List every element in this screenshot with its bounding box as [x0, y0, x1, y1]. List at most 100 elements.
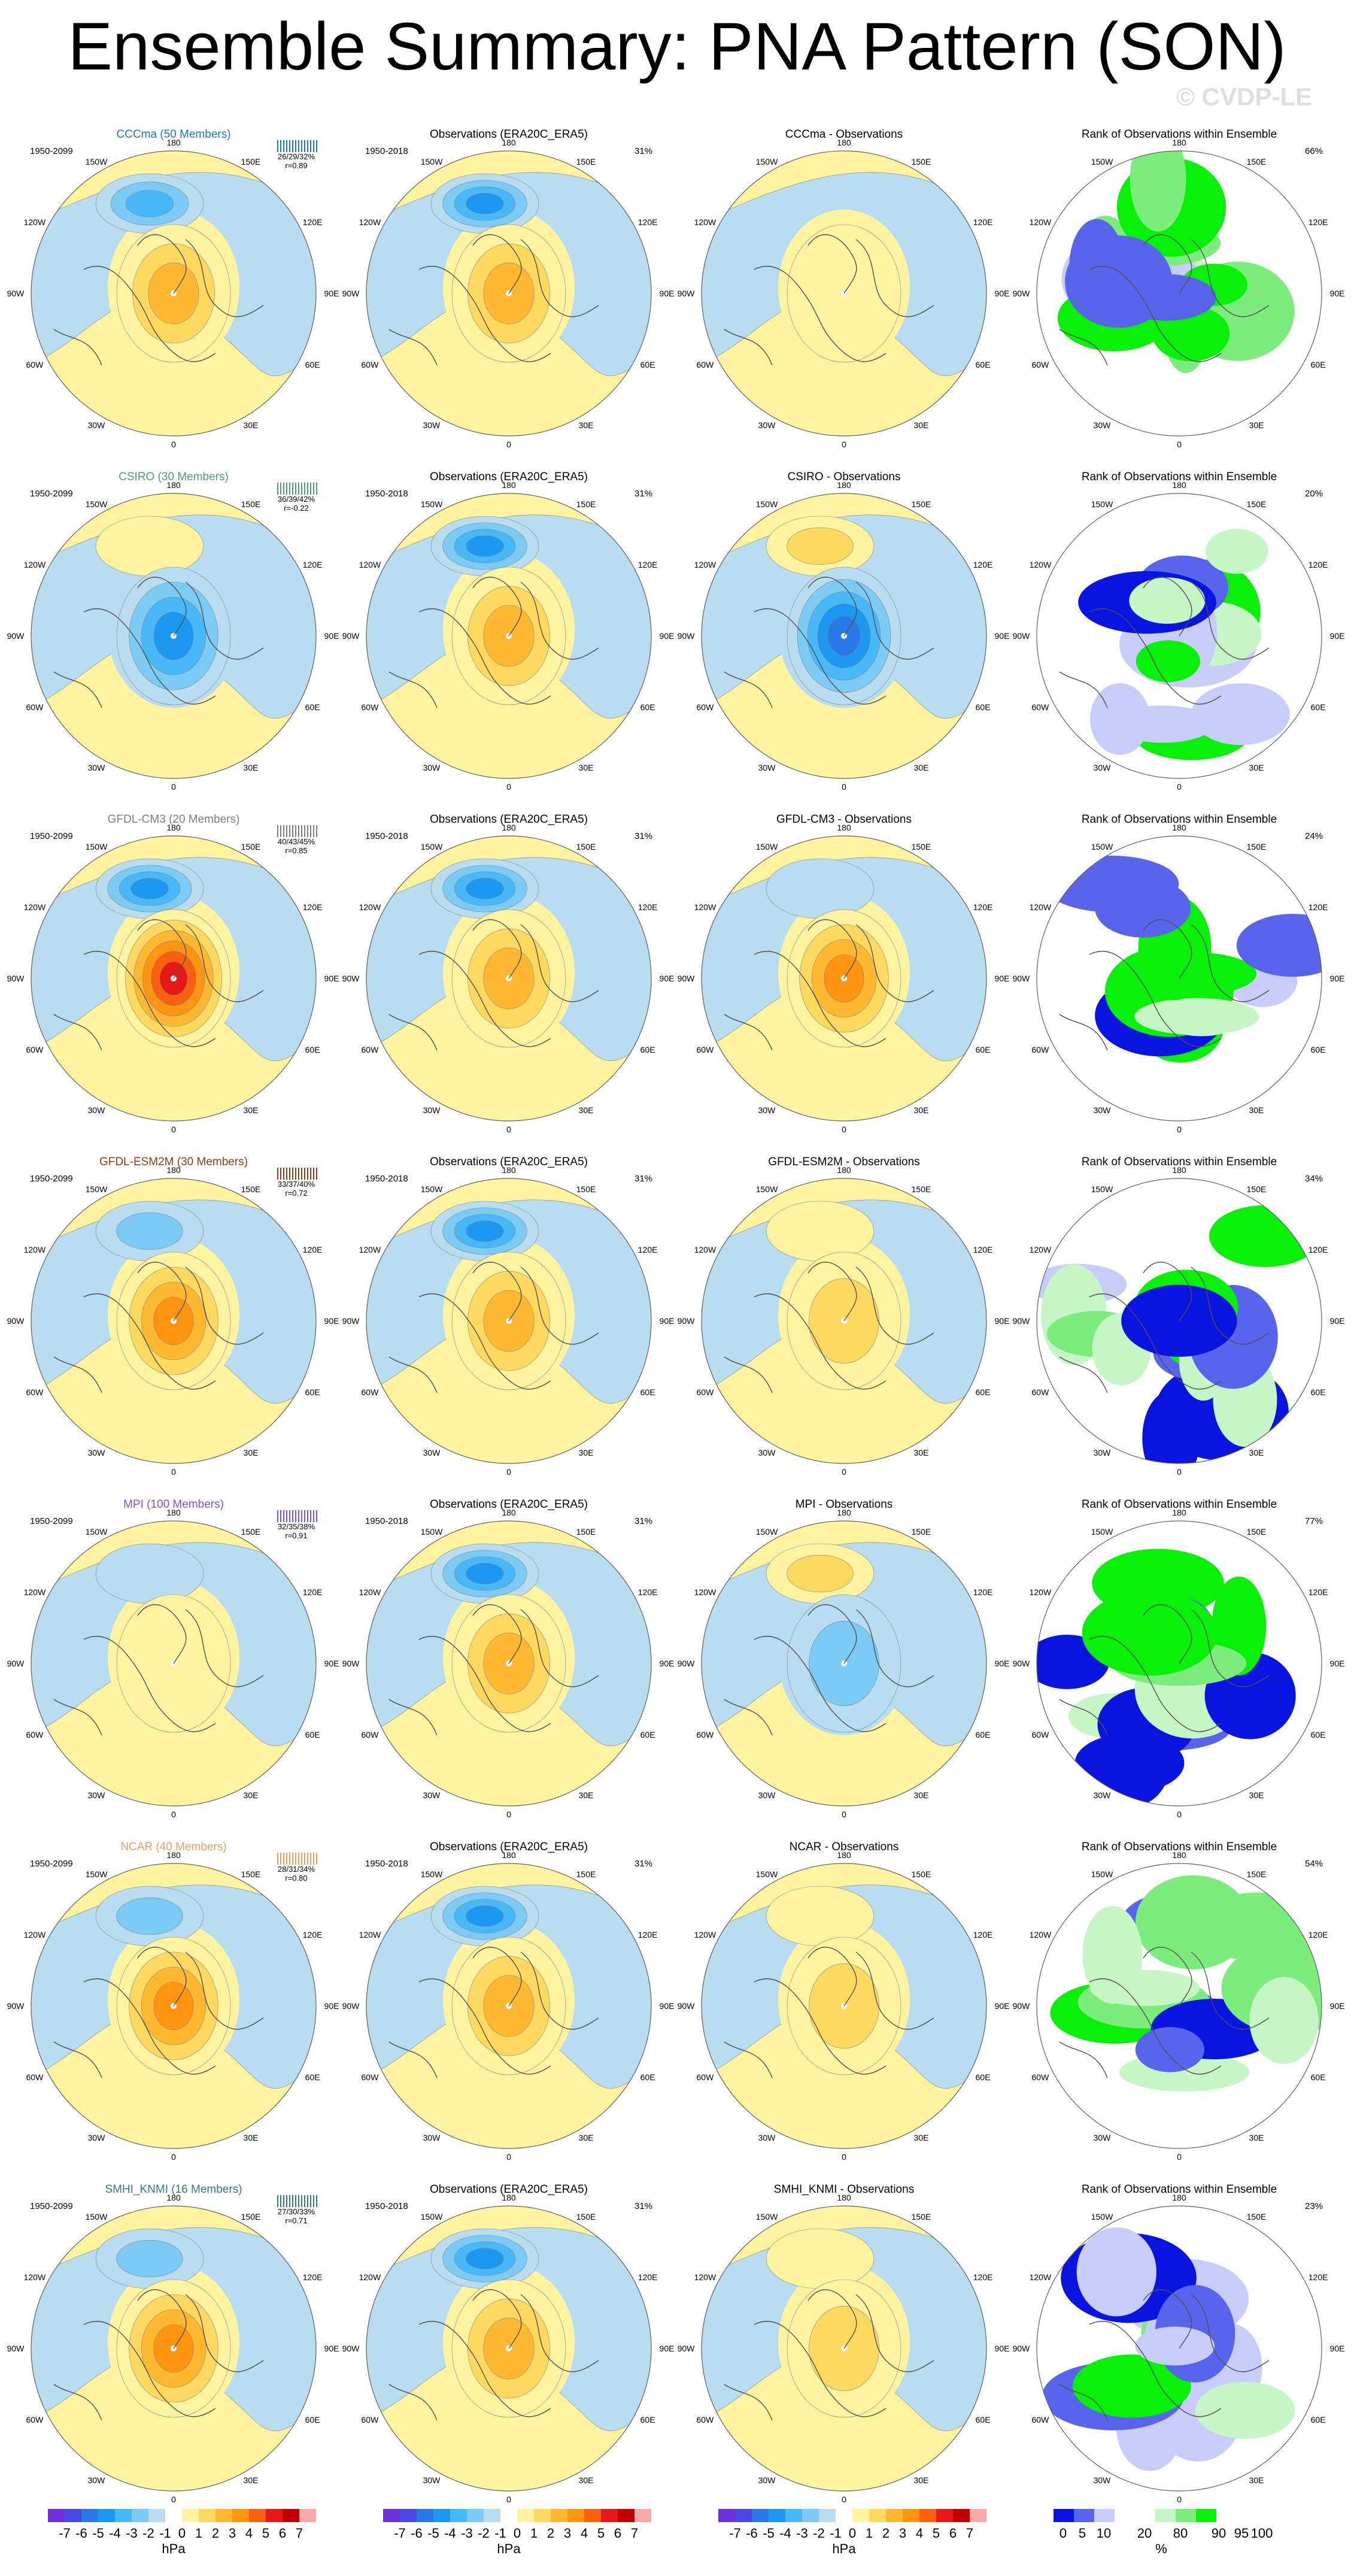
map-border	[1036, 2205, 1322, 2492]
longitude-label: 0	[506, 2495, 511, 2504]
longitude-label: 90E	[324, 974, 339, 983]
coastline	[807, 1604, 857, 1664]
colorbar-tick-label: 5	[597, 2526, 605, 2541]
longitude-label: 30E	[1249, 1105, 1264, 1116]
colorbar-tick-label: 5	[262, 2526, 270, 2541]
longitude-label: 150W	[85, 841, 108, 851]
longitude-label: 150E	[911, 2211, 931, 2222]
member-tick	[301, 1853, 302, 1865]
longitude-label: 60W	[696, 2072, 714, 2082]
rank-patch	[1209, 1205, 1321, 1268]
colorbar-tick-label: -7	[729, 2526, 741, 2541]
coastline	[83, 608, 216, 705]
hpa-colorbar-difference: -7 -6 -5 -4 -3 -2 -1 0 1 2 3 4 5 6 7 hPa	[706, 2509, 1042, 2563]
coastline	[1191, 924, 1270, 1002]
map-border	[31, 150, 317, 437]
longitude-label: 120W	[23, 217, 46, 227]
member-tick	[283, 2195, 284, 2207]
colorbar-tick-label: 0	[1059, 2526, 1067, 2541]
map-border	[1036, 1863, 1322, 2149]
coastline	[1089, 265, 1222, 362]
longitude-label: 60E	[305, 2072, 320, 2082]
longitude-label: 90W	[1012, 974, 1030, 983]
colorbar-tick-label: 7	[630, 2526, 639, 2541]
aleutian-lobe	[466, 1563, 504, 1584]
longitude-label: 30W	[423, 1448, 441, 1458]
coastline	[418, 2320, 551, 2417]
longitude-label: 30E	[243, 2475, 259, 2486]
colorbar-swatch	[936, 2509, 953, 2522]
member-tick	[304, 1853, 305, 1865]
coastlines	[53, 1604, 264, 1736]
colorbar-swatch	[1115, 2509, 1135, 2522]
member-tick	[283, 1168, 284, 1180]
polar-map	[701, 2205, 987, 2492]
colorbar-tick-label: -2	[478, 2526, 490, 2541]
longitude-label: 120W	[694, 1930, 717, 1939]
colorbar-tick-label: -5	[427, 2526, 439, 2541]
longitude-label: 150W	[85, 156, 108, 166]
coastline	[754, 1978, 887, 2075]
longitude-label: 120E	[302, 902, 323, 912]
colorbar-tick-label: -1	[494, 2526, 506, 2541]
longitude-label: 150E	[911, 841, 931, 851]
observations-panel: Observations (ERA20C_ERA5) 1950-2018 31% 18…	[341, 114, 676, 449]
ensemble-panel: MPI (100 Members) 1950-2099 32/35/38% r=0.9…	[6, 1484, 341, 1819]
longitude-label: 120E	[637, 1587, 658, 1597]
coastlines	[388, 577, 599, 708]
longitude-label: 150E	[241, 1869, 261, 1879]
colorbar-swatch	[249, 2509, 266, 2522]
coastline	[53, 329, 102, 366]
longitude-label: 150W	[1091, 156, 1113, 166]
coastline	[855, 1951, 934, 2030]
pattern-correlation: r=0.89	[285, 161, 308, 170]
longitude-label: 90W	[7, 631, 25, 641]
member-tick	[298, 2195, 299, 2207]
longitude-label: 150E	[1246, 156, 1267, 166]
longitude-label: 60W	[696, 1387, 714, 1397]
longitude-label: 90W	[342, 631, 360, 641]
longitude-label: 150E	[576, 499, 596, 509]
longitude-label: 150E	[1246, 2211, 1267, 2222]
polar-map	[31, 2205, 317, 2492]
rank-patch	[1136, 640, 1200, 683]
member-tick	[307, 140, 308, 152]
panel-title: Observations (ERA20C_ERA5)	[430, 2183, 588, 2196]
member-tick	[286, 1168, 287, 1180]
longitude-label: 0	[506, 2152, 511, 2162]
map-border	[366, 1178, 652, 1464]
longitude-label: 60E	[1310, 1387, 1326, 1397]
member-tick	[307, 1168, 308, 1180]
colorbar-tick-label: 5	[932, 2526, 940, 2541]
longitude-label: 150E	[1246, 499, 1267, 509]
longitude-label: 60W	[1031, 1730, 1049, 1739]
member-tick	[277, 483, 278, 495]
longitude-label: 90E	[994, 631, 1010, 641]
longitude-label: 30E	[1249, 763, 1264, 773]
aleutian-lobe	[766, 2228, 875, 2289]
member-tick	[298, 1168, 299, 1180]
longitude-label: 180	[166, 2193, 181, 2202]
coastlines	[1059, 577, 1270, 708]
longitude-label: 90W	[677, 2001, 695, 2011]
colorbar-swatches	[718, 2509, 986, 2522]
longitude-label: 30E	[913, 420, 929, 431]
aleutian-lobe	[766, 1886, 875, 1947]
panel-title: CSIRO - Observations	[787, 471, 901, 483]
longitude-label: 180	[502, 1165, 516, 1175]
field-layer	[366, 1863, 651, 2148]
longitude-label: 90E	[1329, 631, 1345, 641]
member-tick	[292, 483, 293, 495]
observations-panel: Observations (ERA20C_ERA5) 1950-2018 31% 18…	[341, 799, 676, 1134]
longitude-label: 60E	[1310, 2415, 1326, 2425]
coastline	[185, 924, 264, 1002]
polar-map	[701, 1520, 987, 1807]
longitude-label: 120E	[637, 1245, 658, 1254]
longitude-label: 90E	[659, 631, 675, 641]
longitude-label: 30E	[1249, 1448, 1264, 1458]
longitude-label: 150E	[241, 499, 261, 509]
panel-title: NCAR - Observations	[789, 1841, 899, 1853]
observations-panel: Observations (ERA20C_ERA5) 1950-2018 31% 18…	[341, 1141, 676, 1477]
longitude-label: 90E	[324, 2344, 339, 2353]
